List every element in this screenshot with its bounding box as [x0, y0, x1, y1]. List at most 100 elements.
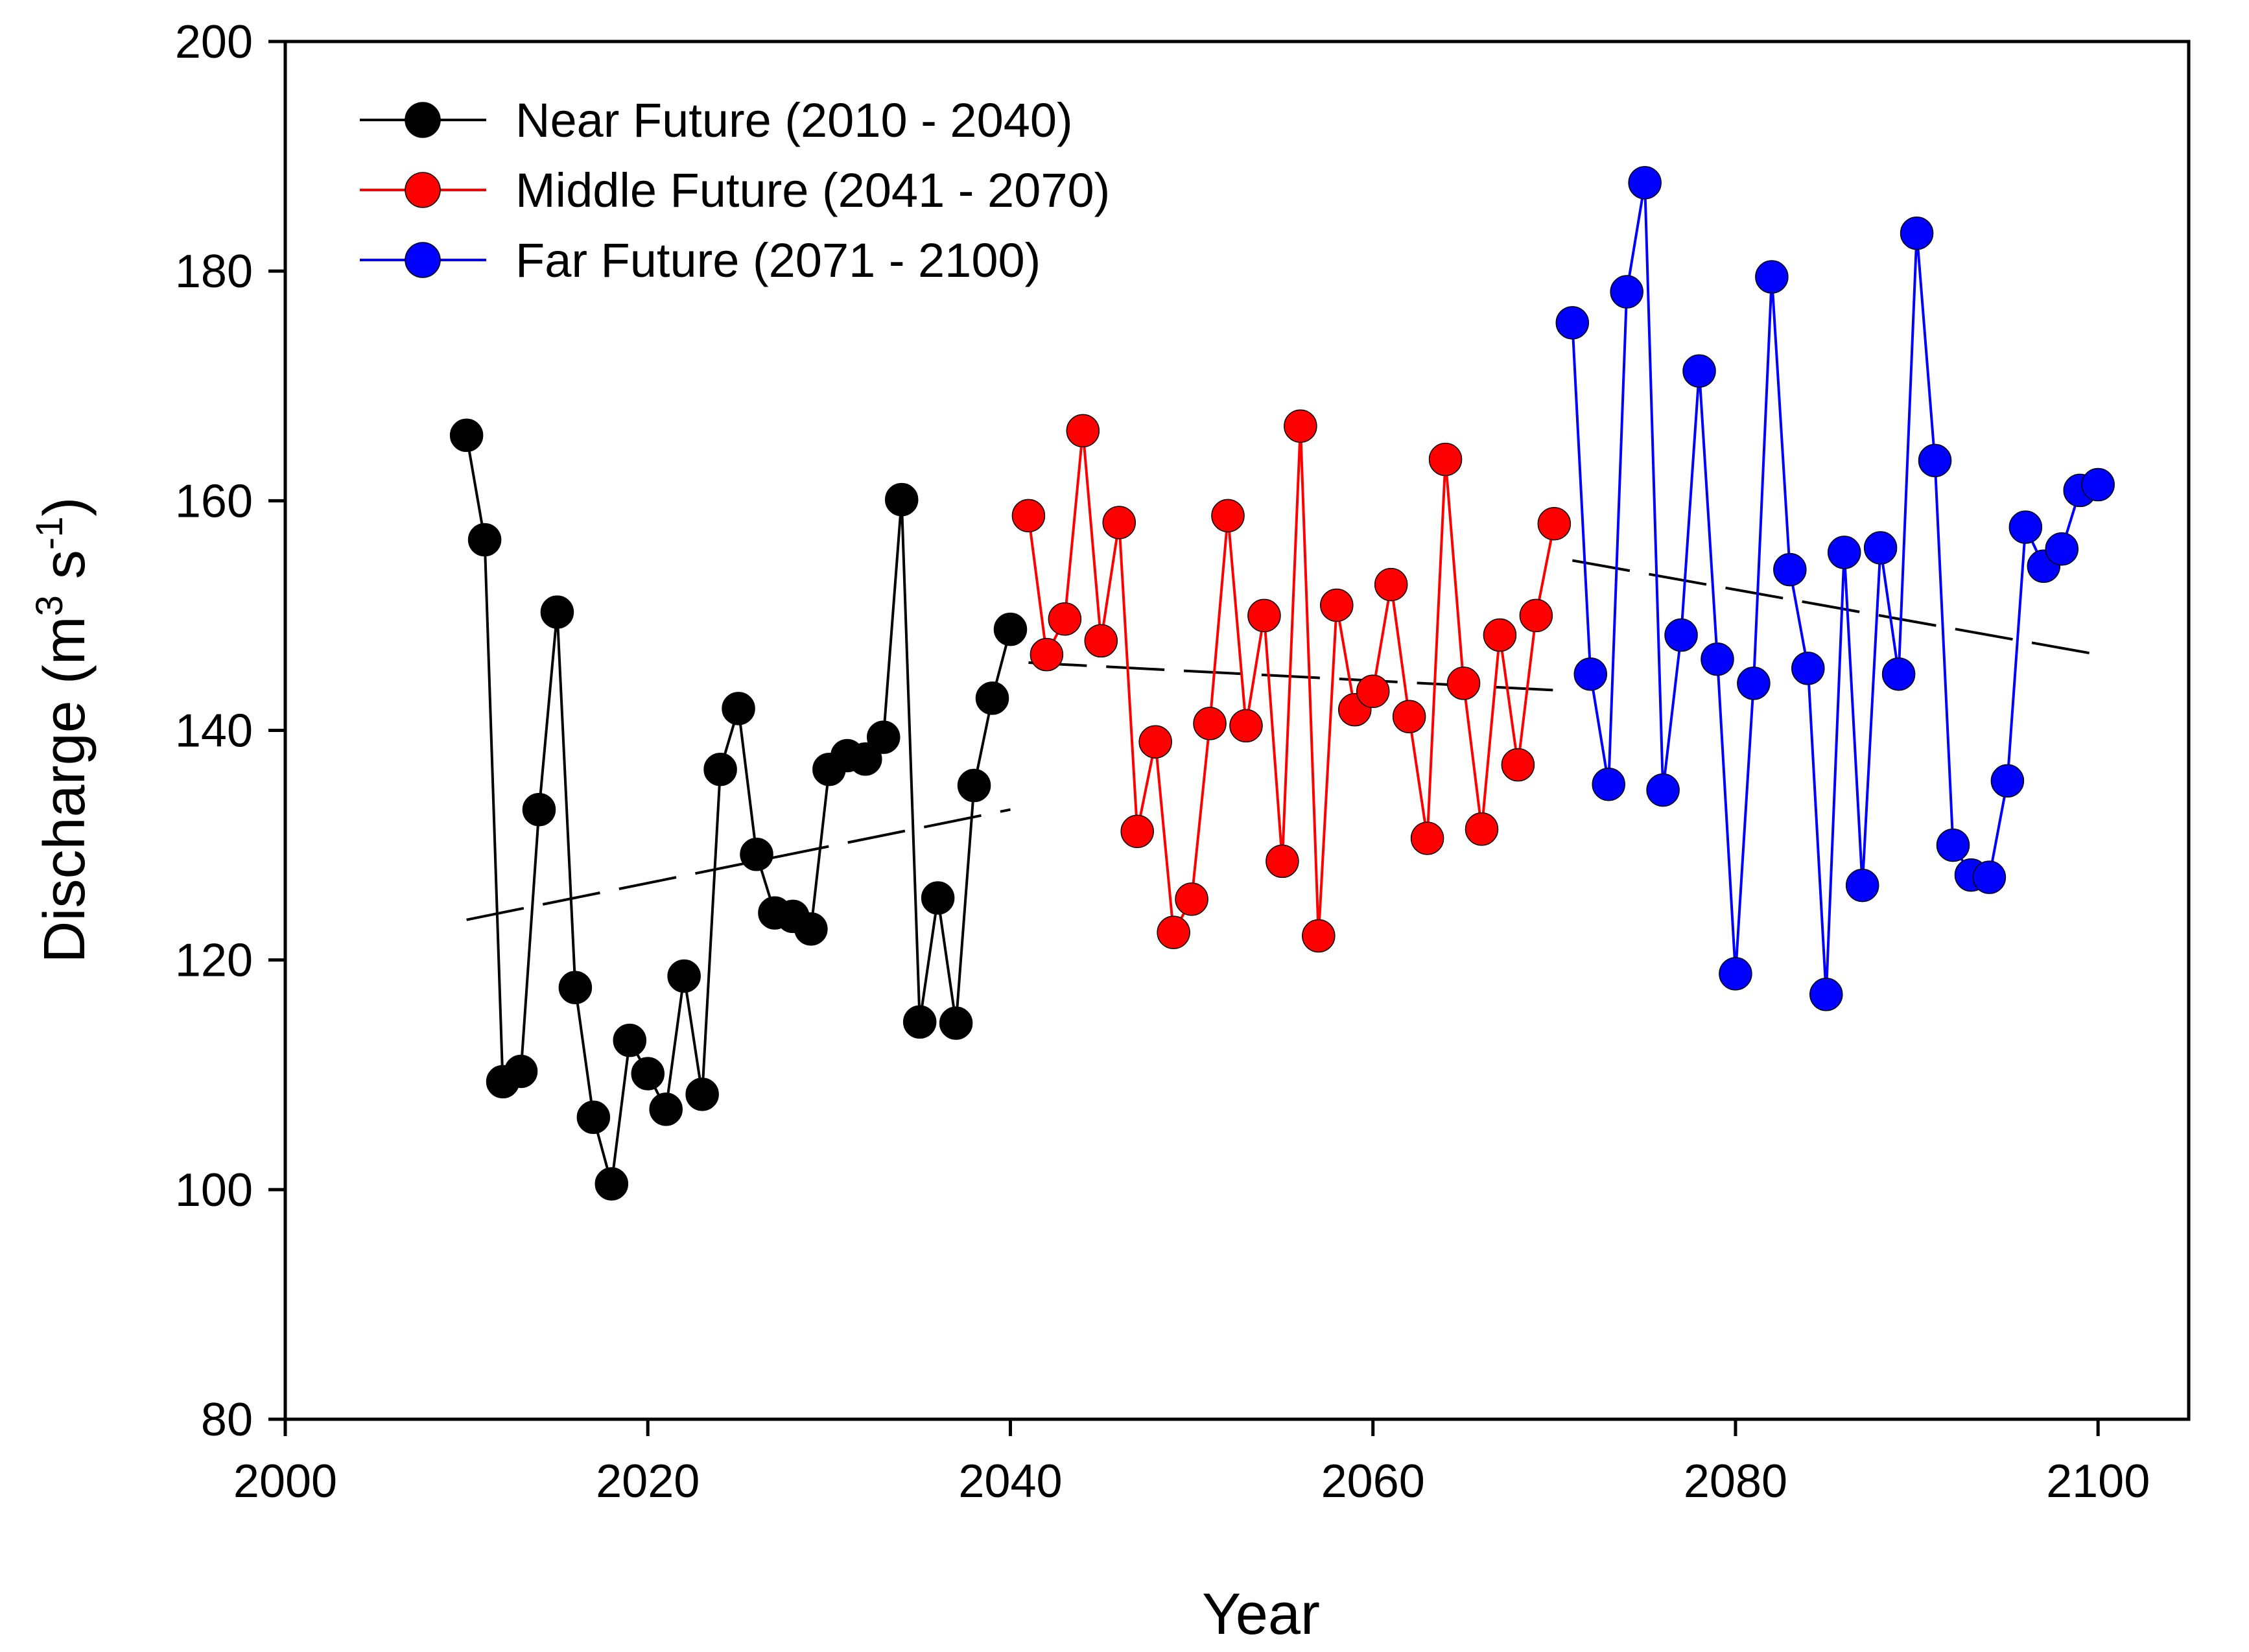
data-point-2021 — [649, 1092, 683, 1126]
legend-label-2: Middle Future (2041 - 2070) — [515, 163, 1110, 217]
legend-marker-2 — [405, 172, 441, 208]
data-point-2034 — [884, 482, 919, 517]
data-point-2092 — [1936, 828, 1970, 862]
y-tick-label-140: 140 — [175, 705, 253, 757]
legend-entry-1: Near Future (2010 - 2040) — [360, 93, 1073, 147]
data-point-2024 — [703, 752, 737, 786]
y-axis-title-sup-3: 3 — [29, 595, 71, 616]
data-point-2091 — [1918, 443, 1952, 478]
data-point-2054 — [1247, 598, 1281, 633]
data-point-2011 — [467, 523, 502, 557]
data-point-2058 — [1320, 588, 1354, 622]
data-point-2082 — [1755, 260, 1789, 294]
data-point-2032 — [849, 742, 882, 776]
data-point-2029 — [794, 912, 828, 946]
data-point-2079 — [1701, 642, 1734, 676]
data-point-2098 — [2045, 532, 2079, 566]
data-point-2064 — [1428, 442, 1463, 477]
data-point-2033 — [866, 720, 901, 754]
data-point-2075 — [1628, 166, 1662, 200]
data-point-2095 — [1990, 764, 2025, 798]
legend-entry-3: Far Future (2071 - 2100) — [360, 233, 1041, 287]
data-point-2020 — [631, 1057, 665, 1091]
legend-entry-2: Middle Future (2041 - 2070) — [360, 163, 1110, 217]
data-point-2053 — [1229, 709, 1263, 743]
series-3 — [1555, 166, 2115, 1011]
data-point-2066 — [1465, 812, 1499, 846]
x-tick-label-2000: 2000 — [233, 1456, 337, 1507]
legend-label-3: Far Future (2071 - 2100) — [515, 233, 1041, 287]
legend-marker-1 — [405, 102, 441, 138]
data-point-2063 — [1410, 821, 1444, 855]
data-point-2072 — [1573, 657, 1608, 691]
data-point-2050 — [1175, 882, 1208, 916]
data-point-2085 — [1809, 978, 1843, 1011]
data-point-2088 — [1863, 531, 1898, 565]
data-point-2039 — [975, 681, 1009, 715]
data-point-2016 — [558, 971, 593, 1004]
data-point-2070 — [1537, 507, 1572, 541]
data-point-2037 — [939, 1006, 973, 1040]
data-point-2044 — [1066, 414, 1100, 448]
data-point-2013 — [504, 1054, 538, 1089]
data-point-2025 — [722, 692, 755, 726]
data-point-2047 — [1120, 814, 1154, 849]
legend-label-1: Near Future (2010 - 2040) — [515, 93, 1073, 147]
data-point-2042 — [1030, 637, 1064, 672]
data-point-2084 — [1791, 652, 1825, 685]
data-point-2069 — [1519, 598, 1553, 633]
data-point-2087 — [1845, 868, 1879, 903]
data-point-2061 — [1374, 567, 1408, 602]
x-tick-label-2100: 2100 — [2046, 1456, 2150, 1507]
data-point-2043 — [1048, 602, 1082, 636]
series-1 — [449, 418, 1028, 1201]
data-point-2077 — [1664, 618, 1698, 652]
data-point-2038 — [957, 768, 991, 803]
x-axis-title: Year — [1202, 1582, 1320, 1647]
data-point-2100 — [2081, 467, 2115, 502]
data-point-2046 — [1102, 506, 1136, 539]
data-point-2090 — [1900, 216, 1934, 250]
data-point-2022 — [667, 959, 701, 993]
y-tick-label-120: 120 — [175, 935, 253, 987]
data-point-2018 — [595, 1167, 629, 1201]
axes: 2000 2020 2040 2060 2080 2100 80 100 120 140 160 18… — [175, 16, 2150, 1507]
data-point-2040 — [993, 612, 1028, 646]
data-point-2036 — [921, 881, 955, 915]
data-point-2068 — [1501, 748, 1535, 782]
data-point-2055 — [1266, 844, 1299, 879]
data-point-2052 — [1211, 499, 1245, 533]
trend-line-series-1 — [466, 808, 1011, 921]
data-point-2010 — [449, 418, 484, 453]
y-tick-label-200: 200 — [175, 16, 253, 68]
x-tick-label-2020: 2020 — [596, 1456, 700, 1507]
data-point-2041 — [1011, 499, 1046, 533]
legend: Near Future (2010 - 2040) Middle Future (… — [360, 93, 1110, 287]
y-axis-title: Discharge (m3 s-1) — [29, 497, 97, 963]
data-point-2060 — [1356, 674, 1390, 709]
data-point-2026 — [740, 838, 773, 871]
x-tick-label-2060: 2060 — [1321, 1456, 1425, 1507]
data-point-2076 — [1646, 773, 1680, 807]
data-point-2015 — [540, 595, 574, 629]
data-point-2045 — [1084, 624, 1118, 658]
data-point-2094 — [1972, 860, 2007, 894]
y-tick-label-80: 80 — [201, 1394, 253, 1446]
data-point-2096 — [2008, 510, 2043, 544]
series-layer — [449, 166, 2115, 1201]
series-line-3 — [1571, 182, 2099, 995]
data-point-2023 — [685, 1078, 719, 1111]
data-point-2089 — [1881, 657, 1916, 691]
data-point-2078 — [1682, 354, 1716, 388]
trend-line-series-3 — [1572, 559, 2099, 656]
y-tick-label-100: 100 — [175, 1164, 253, 1216]
data-point-2056 — [1284, 409, 1317, 443]
y-tick-label-160: 160 — [175, 475, 253, 527]
data-point-2051 — [1193, 707, 1227, 740]
y-tick-label-180: 180 — [175, 246, 253, 298]
data-point-2017 — [576, 1100, 611, 1135]
y-axis-title-sup-minus1: -1 — [29, 517, 71, 550]
data-point-2067 — [1483, 618, 1517, 652]
data-point-2035 — [902, 1005, 937, 1039]
x-tick-label-2080: 2080 — [1684, 1456, 1787, 1507]
